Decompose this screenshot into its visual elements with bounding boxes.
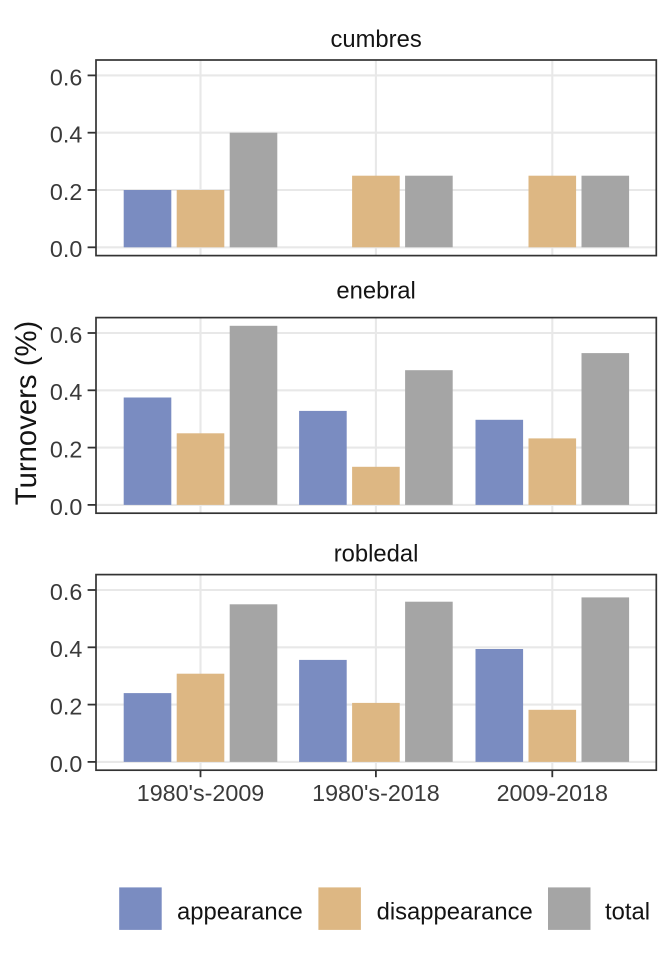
svg-text:enebral: enebral (336, 278, 415, 305)
svg-text:1980's-2009: 1980's-2009 (137, 780, 265, 806)
svg-text:0.2: 0.2 (50, 179, 82, 205)
svg-text:0.6: 0.6 (50, 322, 82, 348)
svg-text:0.4: 0.4 (50, 379, 82, 405)
svg-text:0.6: 0.6 (50, 64, 82, 90)
svg-text:robledal: robledal (334, 541, 419, 568)
svg-text:0.6: 0.6 (50, 579, 82, 605)
svg-text:cumbres: cumbres (330, 26, 421, 53)
svg-text:disappearance: disappearance (377, 898, 533, 925)
svg-text:0.2: 0.2 (50, 694, 82, 720)
svg-text:1980's-2018: 1980's-2018 (312, 780, 440, 806)
svg-text:0.0: 0.0 (50, 751, 82, 777)
svg-text:2009-2018: 2009-2018 (497, 780, 608, 806)
svg-text:0.2: 0.2 (50, 437, 82, 463)
svg-text:Turnovers (%): Turnovers (%) (10, 321, 43, 506)
svg-text:appearance: appearance (177, 898, 303, 925)
svg-text:0.4: 0.4 (50, 122, 82, 148)
svg-text:total: total (605, 898, 650, 925)
svg-text:0.0: 0.0 (50, 236, 82, 262)
svg-text:0.4: 0.4 (50, 636, 82, 662)
svg-text:0.0: 0.0 (50, 494, 82, 520)
